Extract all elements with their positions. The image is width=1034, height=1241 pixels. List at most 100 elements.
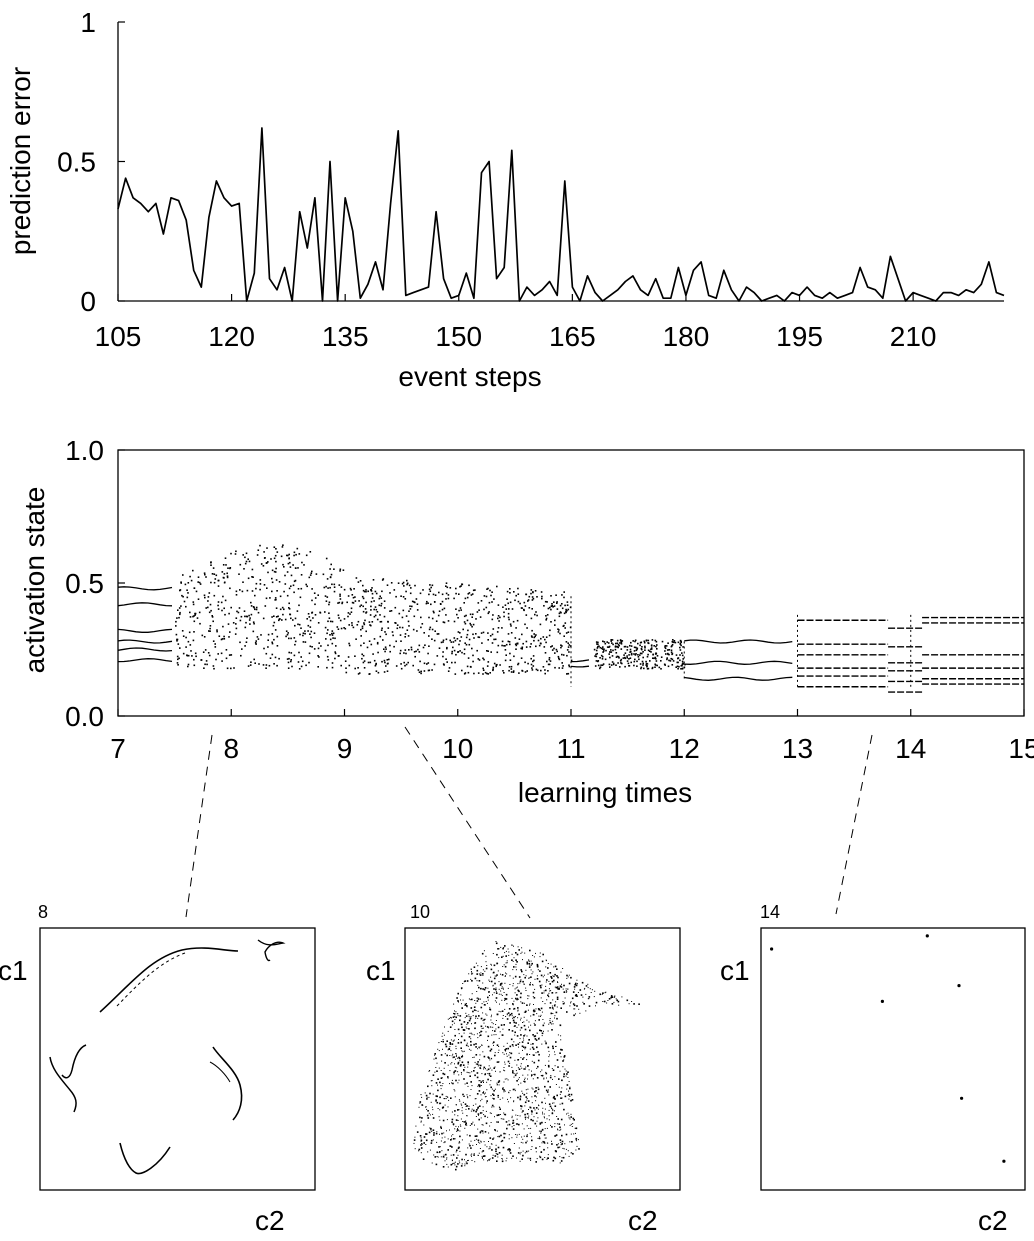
activation-point bbox=[554, 666, 556, 669]
attractor-point bbox=[524, 1101, 527, 1104]
activation-point bbox=[370, 600, 373, 603]
attractor-point bbox=[495, 1144, 497, 1146]
attractor-point bbox=[420, 1094, 422, 1096]
attractor-point bbox=[482, 973, 484, 975]
activation-point bbox=[525, 614, 528, 616]
activation-point bbox=[357, 667, 359, 669]
activation-point bbox=[328, 603, 330, 606]
activation-point bbox=[661, 640, 664, 643]
activation-point bbox=[445, 592, 448, 595]
attractor-point bbox=[492, 1026, 494, 1028]
attractor-point bbox=[582, 1001, 584, 1003]
activation-point bbox=[362, 654, 365, 657]
attractor-point bbox=[460, 1035, 463, 1038]
attractor-point bbox=[514, 1090, 516, 1092]
attractor-point bbox=[528, 1069, 530, 1071]
activation-point bbox=[339, 570, 341, 572]
activation-point bbox=[229, 587, 231, 590]
attractor-point bbox=[537, 1051, 539, 1053]
attractor-point bbox=[434, 1053, 436, 1055]
attractor-point bbox=[431, 1162, 433, 1164]
activation-point bbox=[451, 650, 453, 653]
activation-point bbox=[401, 616, 404, 619]
activation-point bbox=[313, 592, 316, 594]
attractor-point bbox=[457, 1042, 460, 1044]
activation-point bbox=[483, 595, 486, 597]
activation-point bbox=[680, 640, 682, 643]
activation-point bbox=[603, 648, 605, 650]
attractor-point bbox=[420, 1144, 422, 1146]
attractor-point bbox=[556, 1059, 559, 1061]
activation-point bbox=[311, 588, 313, 590]
attractor-point bbox=[449, 1070, 451, 1072]
activation-point bbox=[561, 607, 564, 610]
attractor-point bbox=[423, 1124, 425, 1126]
attractor-point bbox=[497, 1146, 500, 1149]
attractor-point bbox=[487, 1068, 490, 1071]
attractor-point bbox=[455, 1045, 457, 1047]
attractor-point bbox=[510, 1038, 513, 1041]
attractor-point bbox=[572, 1153, 574, 1155]
attractor-point bbox=[452, 1057, 454, 1059]
activation-point bbox=[193, 664, 196, 667]
attractor-point bbox=[427, 1117, 430, 1119]
activation-point bbox=[646, 655, 649, 658]
activation-line bbox=[117, 658, 173, 663]
attractor-point bbox=[515, 987, 517, 989]
activation-point bbox=[453, 620, 456, 623]
activation-point bbox=[288, 607, 290, 609]
activation-point bbox=[477, 672, 480, 674]
attractor-point bbox=[480, 998, 481, 1000]
activation-point bbox=[669, 660, 672, 662]
attractor-point bbox=[495, 941, 497, 942]
attractor-point bbox=[486, 1014, 488, 1016]
curve-right-hook bbox=[212, 1046, 243, 1121]
activation-point bbox=[558, 658, 561, 661]
attractor-point bbox=[551, 1112, 553, 1114]
activation-point bbox=[357, 581, 360, 583]
attractor-point bbox=[561, 1097, 563, 1099]
activation-point bbox=[190, 579, 193, 582]
activation-point bbox=[362, 589, 365, 592]
activation-point bbox=[181, 630, 184, 632]
activation-point bbox=[360, 604, 363, 606]
activation-point bbox=[259, 588, 261, 591]
attractor-point bbox=[506, 1078, 508, 1080]
activation-point bbox=[198, 611, 201, 614]
attractor-point bbox=[461, 1007, 463, 1009]
activation-point bbox=[553, 601, 555, 603]
activation-point bbox=[616, 655, 619, 658]
attractor-point bbox=[483, 1159, 485, 1161]
attractor-point bbox=[523, 1011, 525, 1013]
activation-point bbox=[492, 666, 495, 669]
attractor-point bbox=[501, 974, 504, 976]
activation-point bbox=[347, 615, 349, 618]
attractor-point bbox=[536, 975, 538, 977]
activation-point bbox=[491, 601, 493, 603]
activation-point bbox=[557, 628, 559, 630]
attractor-point bbox=[446, 1158, 448, 1160]
attractor-point bbox=[513, 957, 515, 959]
attractor-point bbox=[471, 1153, 473, 1155]
activation-point bbox=[551, 645, 553, 647]
attractor-point bbox=[464, 1005, 466, 1006]
attractor-point bbox=[510, 1097, 512, 1099]
attractor-point bbox=[482, 969, 484, 971]
activation-point bbox=[354, 655, 356, 657]
attractor-point bbox=[446, 1054, 448, 1057]
activation-point bbox=[393, 645, 395, 648]
activation-point bbox=[340, 664, 342, 667]
activation-point bbox=[203, 594, 206, 597]
attractor-point bbox=[517, 946, 519, 948]
attractor-point bbox=[432, 1074, 435, 1076]
activation-point bbox=[541, 595, 543, 598]
attractor-point bbox=[450, 1145, 452, 1147]
attractor-point bbox=[541, 1158, 544, 1161]
attractor-point bbox=[528, 959, 530, 961]
attractor-point bbox=[557, 982, 559, 983]
attractor-point bbox=[550, 1124, 551, 1126]
activation-point bbox=[678, 665, 680, 668]
attractor-point bbox=[416, 1131, 419, 1133]
activation-point bbox=[403, 652, 405, 654]
